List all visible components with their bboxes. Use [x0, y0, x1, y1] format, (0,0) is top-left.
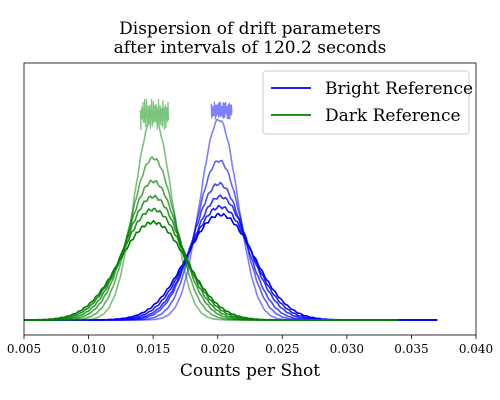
- x-tick-label-7: 0.040: [459, 342, 493, 356]
- plot-area: [23, 98, 438, 321]
- bright-reference-curve-1: [24, 159, 438, 321]
- dark-reference-drift-trace: [139, 98, 170, 130]
- x-axis-label: Counts per Shot: [180, 361, 320, 381]
- dark-reference-curve-5: [23, 219, 399, 321]
- bright-reference-curve-3: [24, 194, 438, 321]
- legend-label-dark-reference: Dark Reference: [325, 106, 461, 126]
- bright-reference-curve-4: [24, 204, 438, 321]
- dark-reference-curve-2: [23, 179, 399, 321]
- x-tick-label-0: 0.005: [7, 342, 41, 356]
- x-axis: 0.005 0.010 0.015 0.020 0.025 0.030 0.035 0.040: [7, 335, 493, 356]
- x-tick-label-4: 0.025: [265, 342, 299, 356]
- bright-reference-drift-trace: [210, 101, 233, 120]
- legend-box: [262, 70, 470, 135]
- x-tick-label-2: 0.015: [136, 342, 170, 356]
- dark-reference-curve-1: [24, 155, 399, 321]
- x-tick-label-5: 0.030: [330, 342, 364, 356]
- legend-label-bright-reference: Bright Reference: [325, 79, 473, 99]
- bright-reference-curve-2: [24, 181, 438, 321]
- x-tick-label-6: 0.035: [394, 342, 428, 356]
- chart-title-line-1: Dispersion of drift parameters: [119, 19, 381, 39]
- chart-title-line-2: after intervals of 120.2 seconds: [114, 38, 387, 58]
- legend: Bright Reference Dark Reference: [262, 70, 473, 135]
- dark-reference-curve-4: [23, 207, 399, 321]
- x-tick-label-3: 0.020: [201, 342, 235, 356]
- x-tick-label-1: 0.010: [71, 342, 105, 356]
- bright-reference-curve-5: [24, 212, 438, 321]
- plot-frame: [23, 62, 477, 336]
